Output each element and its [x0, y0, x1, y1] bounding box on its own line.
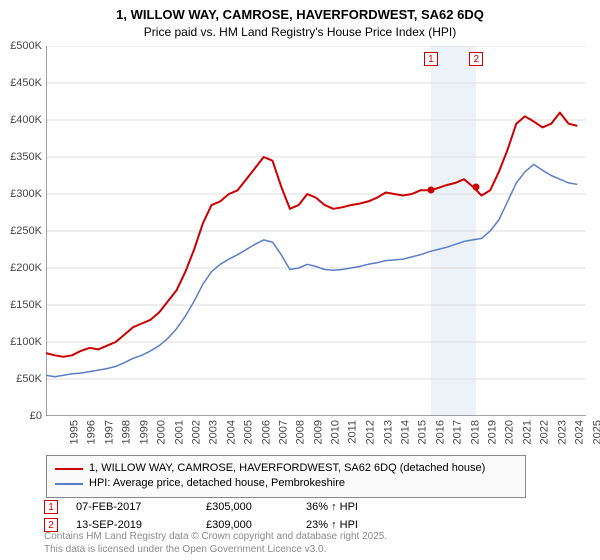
x-tick-label: 1995 — [68, 420, 80, 444]
x-tick-label: 2023 — [556, 420, 568, 444]
x-axis-labels: 1995 1996 1997 1998 1999 2000 2001 2002 2003 2004… — [46, 420, 586, 460]
legend-row-hpi: HPI: Average price, detached house, Pemb… — [55, 476, 517, 491]
legend-row-price-paid: 1, WILLOW WAY, CAMROSE, HAVERFORDWEST, S… — [55, 461, 517, 476]
sale-pct-vs-hpi: 23% ↑ HPI — [306, 519, 426, 531]
y-tick-label: £250K — [10, 225, 42, 237]
sale-date: 13-SEP-2019 — [76, 519, 206, 531]
y-tick-label: £300K — [10, 188, 42, 200]
x-tick-label: 2009 — [312, 420, 324, 444]
chart-plot-area: 12 — [46, 46, 586, 416]
footer-line1: Contains HM Land Registry data © Crown c… — [44, 531, 387, 544]
x-tick-label: 1998 — [121, 420, 133, 444]
y-tick-label: £200K — [10, 262, 42, 274]
chart-svg — [46, 46, 586, 416]
x-tick-label: 2021 — [521, 420, 533, 444]
x-tick-label: 2013 — [382, 420, 394, 444]
footer-attribution: Contains HM Land Registry data © Crown c… — [44, 531, 387, 556]
x-tick-label: 2005 — [243, 420, 255, 444]
sale-dot-2 — [473, 184, 480, 191]
sale-date: 07-FEB-2017 — [76, 501, 206, 513]
sale-price: £305,000 — [206, 501, 306, 513]
legend-box: 1, WILLOW WAY, CAMROSE, HAVERFORDWEST, S… — [46, 455, 526, 498]
x-tick-label: 2018 — [469, 420, 481, 444]
y-tick-label: £150K — [10, 299, 42, 311]
x-tick-label: 2016 — [434, 420, 446, 444]
x-tick-label: 2022 — [539, 420, 551, 444]
x-tick-label: 2024 — [574, 420, 586, 444]
x-tick-label: 1997 — [103, 420, 115, 444]
x-tick-label: 2019 — [487, 420, 499, 444]
x-tick-label: 2006 — [260, 420, 272, 444]
x-tick-label: 2007 — [278, 420, 290, 444]
sale-marker-icon: 1 — [44, 500, 58, 514]
x-tick-label: 2014 — [399, 420, 411, 444]
sales-table: 1 07-FEB-2017£305,00036% ↑ HPI 2 13-SEP-201… — [44, 498, 426, 534]
legend-swatch-hpi — [55, 483, 83, 485]
sale-dot-1 — [427, 187, 434, 194]
x-tick-label: 1999 — [138, 420, 150, 444]
title-line2: Price paid vs. HM Land Registry's House … — [0, 24, 600, 40]
sale-price: £309,000 — [206, 519, 306, 531]
x-tick-label: 2008 — [295, 420, 307, 444]
y-tick-label: £400K — [10, 114, 42, 126]
x-tick-label: 2011 — [346, 420, 358, 444]
y-tick-label: £450K — [10, 77, 42, 89]
x-tick-label: 2004 — [225, 420, 237, 444]
x-tick-label: 2003 — [208, 420, 220, 444]
sale-marker-box-2: 2 — [469, 52, 483, 66]
y-tick-label: £100K — [10, 336, 42, 348]
x-tick-label: 2001 — [173, 420, 185, 444]
y-tick-label: £0 — [30, 410, 42, 422]
x-tick-label: 2012 — [365, 420, 377, 444]
sale-pct-vs-hpi: 36% ↑ HPI — [306, 501, 426, 513]
sale-marker-icon: 2 — [44, 518, 58, 532]
legend-swatch-price-paid — [55, 468, 83, 470]
x-tick-label: 2015 — [417, 420, 429, 444]
y-axis-labels: £0£50K£100K£150K£200K£250K£300K£350K£400… — [0, 46, 44, 416]
x-tick-label: 2017 — [452, 420, 464, 444]
x-tick-label: 2002 — [190, 420, 202, 444]
legend-label-hpi: HPI: Average price, detached house, Pemb… — [89, 476, 345, 491]
y-tick-label: £50K — [16, 373, 42, 385]
title-line1: 1, WILLOW WAY, CAMROSE, HAVERFORDWEST, S… — [0, 6, 600, 24]
y-tick-label: £500K — [10, 40, 42, 52]
chart-title-block: 1, WILLOW WAY, CAMROSE, HAVERFORDWEST, S… — [0, 0, 600, 40]
y-tick-label: £350K — [10, 151, 42, 163]
x-tick-label: 2020 — [504, 420, 516, 444]
x-tick-label: 2025 — [591, 420, 600, 444]
x-tick-label: 2010 — [330, 420, 342, 444]
sale-marker-box-1: 1 — [424, 52, 438, 66]
x-tick-label: 1996 — [86, 420, 98, 444]
legend-label-price-paid: 1, WILLOW WAY, CAMROSE, HAVERFORDWEST, S… — [89, 461, 485, 476]
sales-table-row: 1 07-FEB-2017£305,00036% ↑ HPI — [44, 498, 426, 516]
x-tick-label: 2000 — [156, 420, 168, 444]
footer-line2: This data is licensed under the Open Gov… — [44, 544, 387, 557]
